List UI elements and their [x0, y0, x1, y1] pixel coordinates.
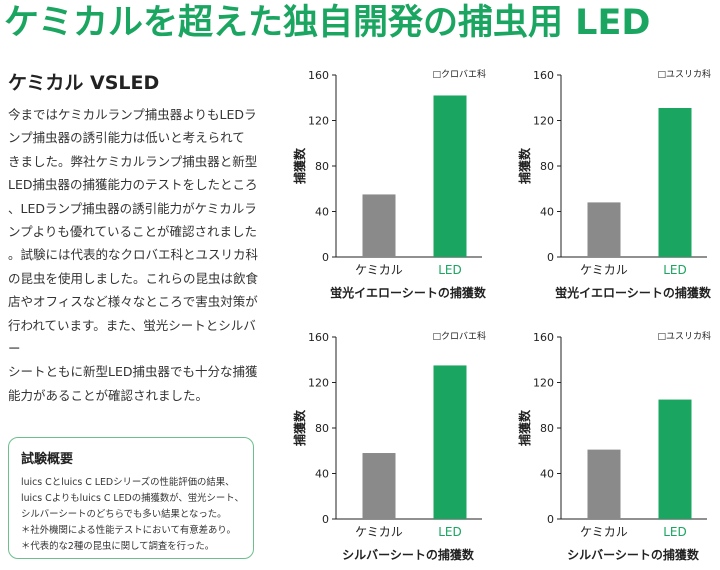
x-category-label: LED	[663, 263, 687, 277]
description-line: きました。弊社ケミカルランプ捕虫器と新型	[8, 153, 258, 169]
y-tick-label: 80	[540, 422, 554, 435]
y-tick-label: 120	[308, 115, 329, 128]
y-tick-label: 160	[533, 331, 554, 344]
bar-chemical	[587, 202, 621, 257]
bar-led	[433, 95, 467, 257]
description-line: LED捕虫器の捕獲能力のテストをしたところ	[8, 177, 258, 193]
y-tick-label: 40	[540, 468, 554, 481]
description-line: 店やオフィスなど様々なところで害虫対策が	[8, 294, 258, 310]
legend-label: □ユスリカ科	[657, 330, 711, 342]
y-tick-label: 40	[540, 206, 554, 219]
test-summary-box: 試験概要 luics Cとluics C LEDシリーズの性能評価の結果、 lu…	[8, 437, 254, 559]
description-line: 能力があることが確認されました。	[8, 387, 209, 403]
x-axis-caption: シルバーシートの捕獲数	[567, 547, 700, 562]
x-category-label: LED	[438, 263, 462, 277]
y-tick-label: 120	[533, 115, 554, 128]
y-axis-label: 捕獲数	[292, 147, 307, 184]
bar-led	[433, 365, 467, 519]
description-line: ンプよりも優れていることが確認されました	[8, 224, 258, 240]
description-text: 今まではケミカルランプ捕虫器よりもLEDラ ンプ捕虫器の誘引能力は低いと考えられ…	[8, 103, 262, 407]
test-summary-line: luics Cとluics C LEDシリーズの性能評価の結果、	[21, 477, 235, 488]
description-line: 行われています。また、蛍光シートとシルバー	[8, 317, 256, 357]
y-tick-label: 0	[322, 251, 329, 264]
x-category-label: ケミカル	[355, 525, 403, 539]
y-axis-label: 捕獲数	[292, 409, 307, 446]
y-tick-label: 40	[315, 468, 329, 481]
y-tick-label: 120	[533, 377, 554, 390]
description-line: の昆虫を使用しました。これらの昆虫は飲食	[8, 270, 259, 286]
x-axis-caption: シルバーシートの捕獲数	[342, 547, 475, 562]
description-line: ンプ捕虫器の誘引能力は低いと考えられて	[8, 130, 245, 146]
x-category-label: LED	[663, 525, 687, 539]
legend-label: □ユスリカ科	[657, 68, 711, 80]
y-tick-label: 40	[315, 206, 329, 219]
test-summary-line: シルバーシートのどちらでも多い結果となった。	[21, 509, 227, 520]
y-tick-label: 80	[540, 160, 554, 173]
x-category-label: ケミカル	[355, 263, 403, 277]
y-tick-label: 120	[308, 377, 329, 390]
bar-led	[658, 107, 692, 257]
test-summary-line: ＊社外機関による性能テストにおいて有意差あり。	[21, 525, 236, 536]
y-axis-label: 捕獲数	[517, 409, 532, 446]
y-tick-label: 160	[533, 69, 554, 82]
description-line: シートともに新型LED捕虫器でも十分な捕獲	[8, 364, 258, 380]
y-tick-label: 80	[315, 422, 329, 435]
y-tick-label: 0	[322, 513, 329, 526]
description-line: 。試験には代表的なクロバエ科とユスリカ科	[8, 247, 259, 263]
test-summary-line: luics Cよりもluics C LEDの捕獲数が、蛍光シート、	[21, 493, 244, 504]
bar-led	[658, 399, 692, 519]
x-category-label: ケミカル	[580, 263, 628, 277]
description-line: 今まではケミカルランプ捕虫器よりもLEDラ	[8, 107, 257, 122]
x-category-label: LED	[438, 525, 462, 539]
bar-chemical	[587, 449, 621, 519]
y-tick-label: 80	[315, 160, 329, 173]
y-tick-label: 160	[308, 69, 329, 82]
y-tick-label: 0	[547, 513, 554, 526]
bar-chemical	[362, 453, 396, 519]
y-axis-label: 捕獲数	[517, 147, 532, 184]
x-axis-caption: 蛍光イエローシートの捕獲数	[555, 285, 712, 300]
test-summary-line: ＊代表的な2種の昆虫に関して調査を行った。	[21, 541, 215, 552]
x-axis-caption: 蛍光イエローシートの捕獲数	[330, 285, 487, 300]
section-subtitle: ケミカル VSLED	[8, 72, 160, 94]
description-line: 、LEDランプ捕虫器の誘引能力がケミカルラ	[8, 200, 257, 216]
page-headline: ケミカルを超えた独自開発の捕虫用 LED	[4, 3, 651, 43]
legend-label: □クロバエ科	[432, 330, 486, 342]
y-tick-label: 160	[308, 331, 329, 344]
test-summary-title: 試験概要	[21, 452, 74, 467]
x-category-label: ケミカル	[580, 525, 628, 539]
bar-chemical	[362, 194, 396, 257]
legend-label: □クロバエ科	[432, 68, 486, 80]
y-tick-label: 0	[547, 251, 554, 264]
